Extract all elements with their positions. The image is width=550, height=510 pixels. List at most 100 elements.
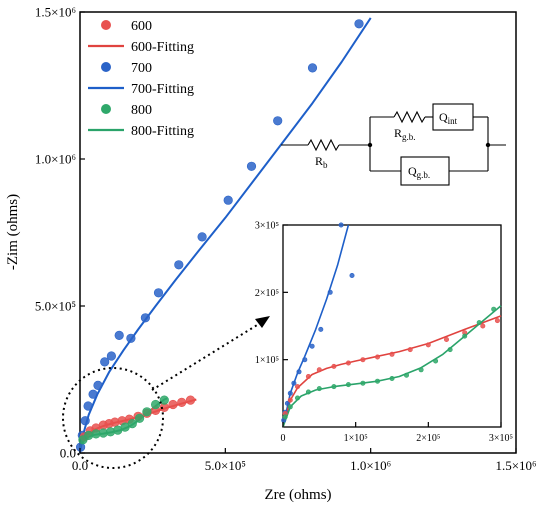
main-point-600-13 — [177, 397, 187, 408]
main-point-700-5 — [93, 380, 103, 391]
inset-point-700-3 — [287, 390, 293, 396]
inset-point-800-12 — [433, 358, 439, 364]
inset-point-600-2 — [294, 384, 300, 390]
main-point-700-18 — [354, 19, 364, 29]
inset-point-600-10 — [407, 347, 413, 353]
label-qint-main: Q — [439, 110, 448, 124]
main-y-tick-label-2: 1.0×10⁶ — [35, 152, 76, 167]
inset-point-600-12 — [443, 336, 449, 342]
main-y-tick-label-1: 5.0×10⁵ — [35, 299, 76, 314]
main-ticks-layer: 0.0 5.0×10⁵ 1.0×10⁶ 1.5×10⁶ 0.0 5.0×10⁵ 1.0×10… — [35, 5, 537, 473]
inset-x-tick-label-3: 3×10⁵ — [489, 433, 513, 444]
inset-point-700-2 — [284, 400, 290, 406]
inset-point-800-3 — [305, 389, 311, 395]
inset-point-700-9 — [327, 289, 333, 295]
inset-point-800-11 — [418, 367, 424, 373]
legend-label-700-fitting: 700-Fitting — [131, 82, 194, 97]
main-x-tick-label-2: 1.0×10⁶ — [350, 458, 391, 473]
zoom-indicator — [62, 316, 270, 469]
inset-point-800-4 — [316, 386, 322, 392]
inset-point-600-8 — [374, 354, 380, 360]
inset-point-600-4 — [316, 367, 322, 373]
zoom-arrow-head — [255, 316, 270, 328]
legend-label-600-fitting: 600-Fitting — [131, 40, 194, 55]
zoom-circle — [62, 367, 164, 469]
main-x-tick-label-1: 5.0×10⁵ — [205, 458, 246, 473]
main-point-700-3 — [83, 401, 93, 411]
resistor-rb — [307, 138, 340, 152]
label-qgb: Qg.b. — [408, 164, 430, 180]
main-point-800-7 — [127, 419, 137, 429]
main-x-tick-label-0: 0.0 — [72, 458, 88, 473]
inset-point-800-14 — [462, 333, 468, 339]
inset-series-700-fitting — [282, 224, 350, 428]
zoom-arrow-line — [151, 321, 263, 391]
main-point-700-13 — [197, 232, 207, 242]
inset-point-700-8 — [318, 326, 324, 332]
inset-point-700-6 — [302, 357, 308, 363]
main-y-tick-label-3: 1.5×10⁶ — [35, 5, 76, 20]
main-plot-area: 0.0 5.0×10⁵ 1.0×10⁶ 1.5×10⁶ 0.0 5.0×10⁵ 1.0×10… — [35, 5, 537, 473]
inset-point-800-10 — [403, 372, 409, 378]
inset-point-800-13 — [447, 347, 453, 353]
inset-point-600-14 — [480, 323, 486, 329]
main-series-layer — [75, 17, 372, 454]
inset-y-tick-label-0: 1×10⁵ — [255, 355, 279, 366]
label-rgb-main: R — [394, 126, 402, 140]
main-y-tick-label-0: 0.0 — [60, 446, 76, 461]
label-qint: Qint — [439, 110, 458, 126]
main-point-800-9 — [142, 407, 152, 417]
main-point-700-9 — [126, 333, 136, 343]
legend-label-700: 700 — [131, 61, 152, 76]
legend-label-600: 600 — [131, 19, 152, 34]
main-point-800-10 — [151, 399, 161, 410]
inset-plot: 0 1×10⁵ 2×10⁵ 3×10⁵ 1×10⁵ 2×10⁵ 3×10⁵ — [255, 221, 513, 445]
inset-point-600-11 — [425, 342, 431, 348]
main-point-700-17 — [307, 63, 318, 73]
inset-point-800-16 — [491, 306, 497, 312]
main-point-700-6 — [100, 357, 110, 367]
main-point-700-14 — [223, 195, 233, 205]
inset-x-tick-label-0: 0 — [281, 433, 286, 444]
main-point-700-2 — [80, 416, 90, 426]
inset-point-800-5 — [331, 384, 337, 390]
main-series-600-fitting — [79, 398, 197, 448]
equivalent-circuit: Rb Rg.b. Qint Qg.b. — [281, 103, 506, 186]
legend-marker-700 — [101, 62, 111, 72]
legend: 600 600-Fitting 700 700-Fitting 800 800-Fitti… — [88, 19, 194, 139]
main-point-800-8 — [135, 413, 145, 423]
inset-point-700-4 — [291, 380, 297, 386]
label-rgb-sub: g.b. — [402, 132, 416, 142]
inset-point-700-10 — [338, 222, 344, 228]
main-x-tick-label-3: 1.5×10⁶ — [495, 458, 536, 473]
inset-x-tick-label-2: 2×10⁵ — [416, 433, 440, 444]
inset-point-600-15 — [494, 318, 500, 324]
main-point-700-7 — [106, 351, 116, 361]
legend-marker-800 — [101, 104, 111, 114]
inset-point-800-1 — [287, 404, 293, 410]
label-qgb-main: Q — [408, 164, 417, 178]
resistor-rgb — [393, 110, 426, 124]
main-series-700-fitting — [79, 17, 372, 454]
label-qgb-sub: g.b. — [417, 170, 431, 180]
inset-y-tick-label-1: 2×10⁵ — [255, 288, 279, 299]
inset-point-800-0 — [282, 414, 288, 420]
inset-point-800-2 — [294, 395, 300, 401]
inset-point-700-5 — [296, 369, 302, 375]
inset-point-600-6 — [345, 360, 351, 366]
inset-point-600-9 — [389, 351, 395, 357]
main-point-700-10 — [140, 313, 150, 323]
inset-x-tick-label-1: 1×10⁵ — [344, 433, 368, 444]
inset-point-800-7 — [360, 380, 366, 386]
inset-point-600-5 — [331, 363, 337, 369]
label-rgb: Rg.b. — [394, 126, 416, 142]
main-point-600-12 — [168, 399, 178, 410]
inset-point-600-1 — [287, 397, 293, 403]
x-axis-title: Zre (ohms) — [264, 487, 331, 503]
main-point-700-16 — [273, 116, 283, 126]
inset-point-800-6 — [345, 382, 351, 388]
inset-y-tick-label-2: 3×10⁵ — [255, 221, 279, 232]
inset-point-800-8 — [374, 378, 380, 384]
main-point-700-4 — [88, 389, 98, 399]
